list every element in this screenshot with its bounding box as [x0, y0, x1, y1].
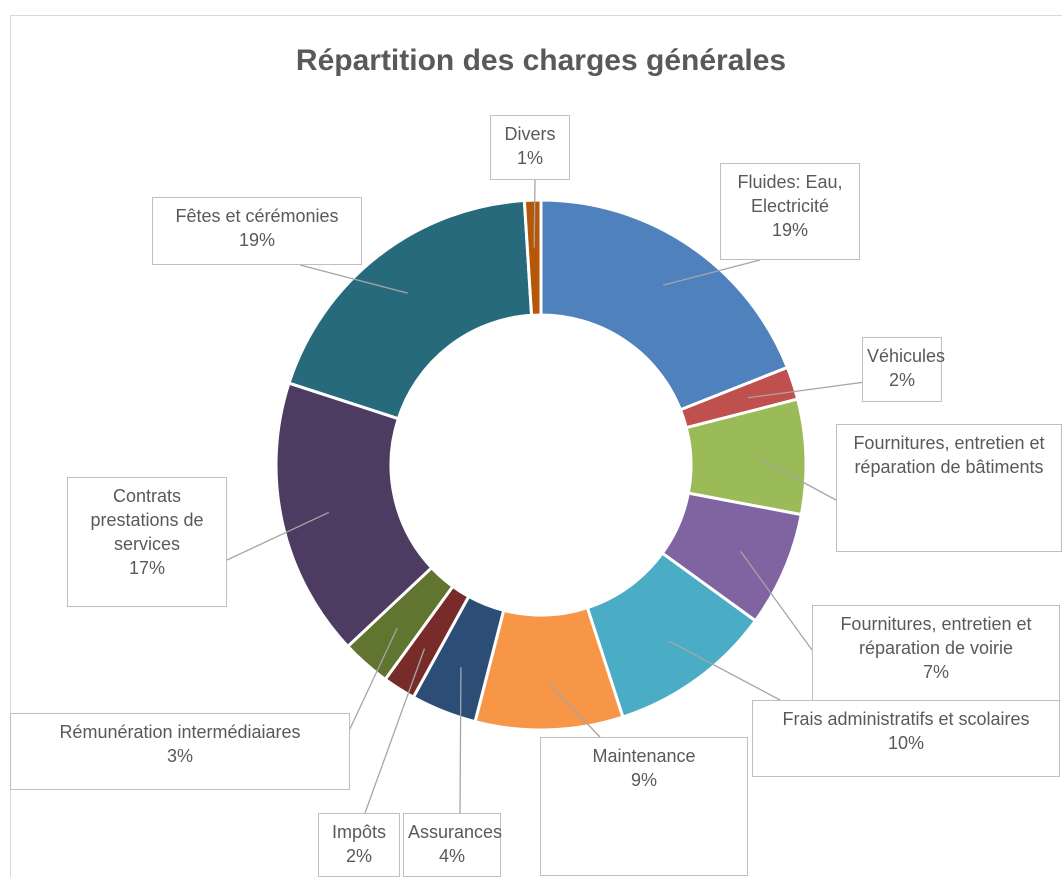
- data-label: Assurances 4%: [403, 813, 503, 877]
- leader-line: [747, 379, 881, 399]
- leader-line: [299, 264, 408, 294]
- leader-line: [364, 648, 426, 814]
- data-label: Fournitures, entretien et réparation de …: [812, 605, 1060, 702]
- value-label: 10%: [887, 733, 925, 753]
- data-label: Fournitures, entretien et réparation de …: [836, 424, 1062, 552]
- donut-slice: [522, 198, 543, 317]
- chart-title: Répartition des charges générales: [296, 44, 786, 77]
- category-label: Rémunération intermédiaiares: [59, 722, 301, 742]
- data-label: Fêtes et cérémonies 19%: [152, 197, 362, 265]
- data-label: Divers 1%: [490, 115, 570, 180]
- category-label: Impôts: [331, 822, 387, 842]
- data-label: Impôts 2%: [318, 813, 400, 877]
- category-label: Assurances: [408, 822, 503, 842]
- category-label: Véhicules: [867, 346, 946, 366]
- leader-line: [668, 640, 781, 701]
- category-label: Fêtes et cérémonies: [175, 206, 339, 226]
- chart-border: [10, 15, 1062, 877]
- leader-line: [547, 681, 601, 738]
- value-label: 19%: [238, 230, 276, 250]
- data-label: Contrats prestations de services 17%: [67, 477, 227, 607]
- value-label: 1%: [516, 148, 543, 168]
- leader-line: [663, 259, 761, 286]
- leader-line: [226, 511, 330, 561]
- data-label: Fluides: Eau, Electricité 19%: [720, 163, 860, 260]
- value-label: 19%: [771, 220, 809, 240]
- leader-line: [758, 457, 837, 501]
- data-label: Frais administratifs et scolaires 10%: [752, 700, 1060, 777]
- data-label: Maintenance 9%: [540, 737, 748, 876]
- category-label: Frais administratifs et scolaires: [782, 709, 1030, 729]
- category-label: Fournitures, entretien et réparation de …: [840, 614, 1032, 658]
- value-label: 9%: [630, 770, 657, 790]
- donut-slice: [274, 381, 434, 649]
- value-label: 17%: [128, 558, 166, 578]
- category-label: Fluides: Eau, Electricité: [737, 172, 843, 216]
- value-label: 2%: [888, 370, 915, 390]
- leader-line: [459, 667, 462, 814]
- value-label: 7%: [922, 662, 949, 682]
- leader-line: [740, 550, 813, 651]
- value-label: 4%: [438, 846, 465, 866]
- value-label: 3%: [166, 746, 193, 766]
- value-label: 2%: [345, 846, 372, 866]
- category-label: Divers: [504, 124, 556, 144]
- category-label: Maintenance: [592, 746, 696, 766]
- data-label: Rémunération intermédiaiares 3%: [10, 713, 350, 790]
- category-label: Contrats prestations de services: [90, 486, 204, 554]
- donut-slice: [287, 198, 534, 421]
- category-label: Fournitures, entretien et réparation de …: [853, 433, 1045, 477]
- data-label: Véhicules 2%: [862, 337, 946, 402]
- leader-line: [533, 179, 536, 248]
- donut-slice: [539, 198, 790, 412]
